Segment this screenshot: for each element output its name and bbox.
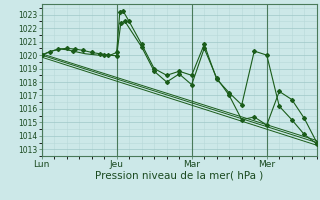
X-axis label: Pression niveau de la mer( hPa ): Pression niveau de la mer( hPa ) — [95, 171, 263, 181]
